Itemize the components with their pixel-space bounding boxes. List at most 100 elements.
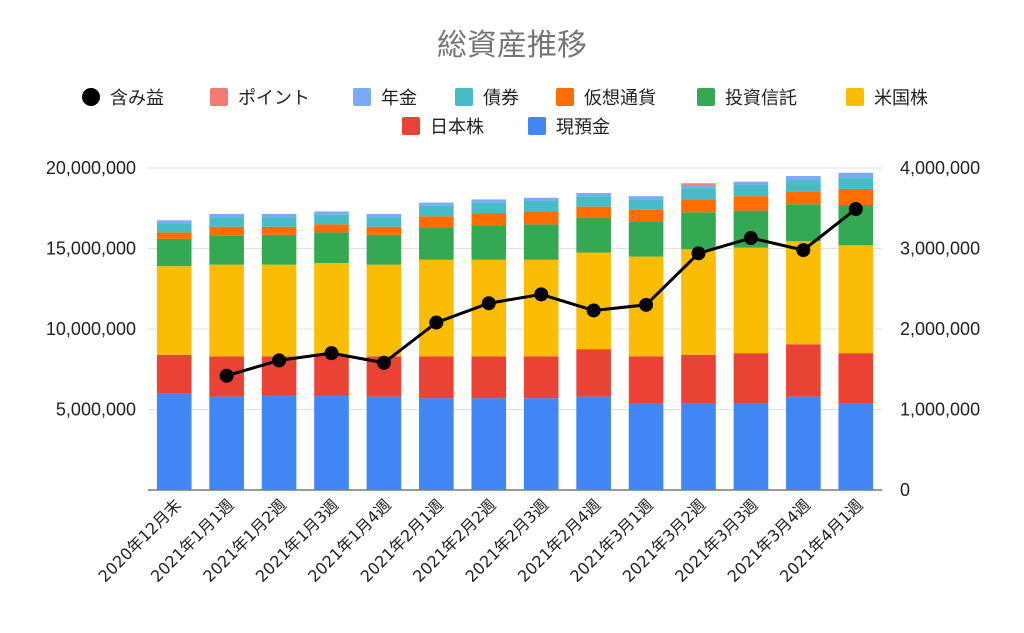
bar-segment: [366, 396, 402, 490]
legend-swatch: [455, 88, 473, 106]
legend-item: 投資信託: [697, 88, 797, 109]
bar-segment: [314, 354, 349, 396]
bar-segment: [628, 403, 664, 490]
line-point: [586, 303, 601, 318]
bar-segment: [838, 188, 874, 206]
legend-item: 含み益: [82, 88, 164, 109]
bar-segment: [419, 205, 454, 217]
bar-segment: [419, 259, 454, 357]
line-point: [429, 315, 444, 330]
legend-item: 仮想通貨: [556, 88, 656, 109]
bar-segment: [156, 223, 192, 233]
legend-swatch: [402, 117, 420, 135]
bar-segment: [576, 196, 611, 207]
bar-segment: [261, 264, 297, 357]
y-right-tick-label: 3,000,000: [900, 239, 980, 259]
bar-segment: [471, 213, 507, 226]
bar-segment: [838, 172, 874, 178]
bar-segment: [523, 224, 559, 260]
y-right-tick-label: 4,000,000: [900, 158, 980, 178]
bar-segment: [733, 196, 769, 211]
bar-segment: [628, 199, 664, 210]
bar-segment: [576, 217, 611, 253]
bar-segment: [471, 398, 507, 490]
bar-segment: [628, 356, 664, 404]
bar-segment: [314, 262, 349, 355]
bar-segment: [314, 395, 349, 490]
bar-segment: [209, 226, 244, 236]
bar-segment: [733, 353, 769, 404]
y-left-tick-label: 20,000,000: [46, 158, 136, 178]
y-right-tick-label: 0: [900, 480, 910, 500]
bar-segment: [681, 249, 716, 355]
bar-segment: [733, 181, 769, 185]
bar-segment: [733, 184, 769, 197]
legend-item: 年金: [353, 88, 417, 109]
bar-segment: [209, 264, 244, 357]
y-right-tick-label: 2,000,000: [900, 319, 980, 339]
bar-segment: [838, 353, 874, 404]
bar-segment: [576, 192, 611, 197]
line-point: [481, 296, 496, 311]
legend-label: ポイント: [238, 88, 310, 109]
bar-segment: [523, 211, 559, 225]
bar-segment: [366, 234, 402, 265]
bar-segment: [156, 238, 192, 267]
bar-segment: [523, 356, 559, 399]
legend-label: 年金: [381, 88, 417, 109]
bar-segment: [209, 396, 244, 490]
bar-segment: [261, 226, 297, 235]
bar-segment: [471, 356, 507, 399]
line-point: [272, 353, 287, 368]
chart-title: 総資産推移: [437, 28, 587, 63]
bar-segment: [681, 212, 716, 250]
bar-segment: [156, 354, 192, 394]
bar-segment: [628, 196, 664, 200]
legend-label: 現預金: [556, 117, 610, 138]
legend-swatch: [528, 117, 546, 135]
bar-segment: [209, 217, 244, 227]
bar-segment: [523, 201, 559, 212]
legend-item: 債券: [455, 88, 519, 109]
bar-segment: [681, 188, 716, 200]
bar-segment: [366, 217, 402, 227]
bar-segment: [261, 234, 297, 265]
bar-segment: [419, 398, 454, 490]
legend-label: 投資信託: [725, 88, 797, 109]
bar-segment: [681, 184, 716, 189]
line-point: [639, 297, 654, 312]
line-point: [691, 246, 706, 261]
bar-segment: [156, 220, 192, 224]
bar-segment: [314, 211, 349, 215]
bar-segment: [209, 235, 244, 265]
legend-label: 米国株: [874, 88, 928, 109]
bar-segment: [314, 224, 349, 233]
line-point: [796, 243, 811, 258]
bar-segment: [838, 177, 874, 189]
bar-segment: [156, 393, 192, 490]
bar-segment: [471, 225, 507, 260]
legend-label: 仮想通貨: [584, 88, 656, 109]
bar-segment: [733, 403, 769, 490]
bar-segment: [156, 266, 192, 355]
bar-segment: [366, 226, 402, 235]
bar-segment: [576, 206, 611, 218]
legend-label: 債券: [483, 88, 519, 109]
legend-swatch: [353, 88, 371, 106]
x-axis-labels: 2020年12月末2021年1月1週2021年1月2週2021年1月3週2021…: [94, 495, 866, 586]
legend-swatch: [846, 88, 864, 106]
bar-segment: [681, 403, 716, 490]
bar-segment: [209, 213, 244, 218]
bar-segment: [786, 180, 821, 192]
bar-segment: [156, 232, 192, 239]
legend-swatch: [697, 88, 715, 106]
bar-segment: [576, 252, 611, 350]
bar-segment: [471, 202, 507, 214]
legend-item: 現預金: [528, 117, 610, 138]
line-point: [219, 368, 234, 383]
legend-swatch: [82, 88, 100, 106]
bar-segment: [681, 183, 716, 185]
y-left-tick-label: 10,000,000: [46, 319, 136, 339]
bar-segment: [786, 176, 821, 181]
